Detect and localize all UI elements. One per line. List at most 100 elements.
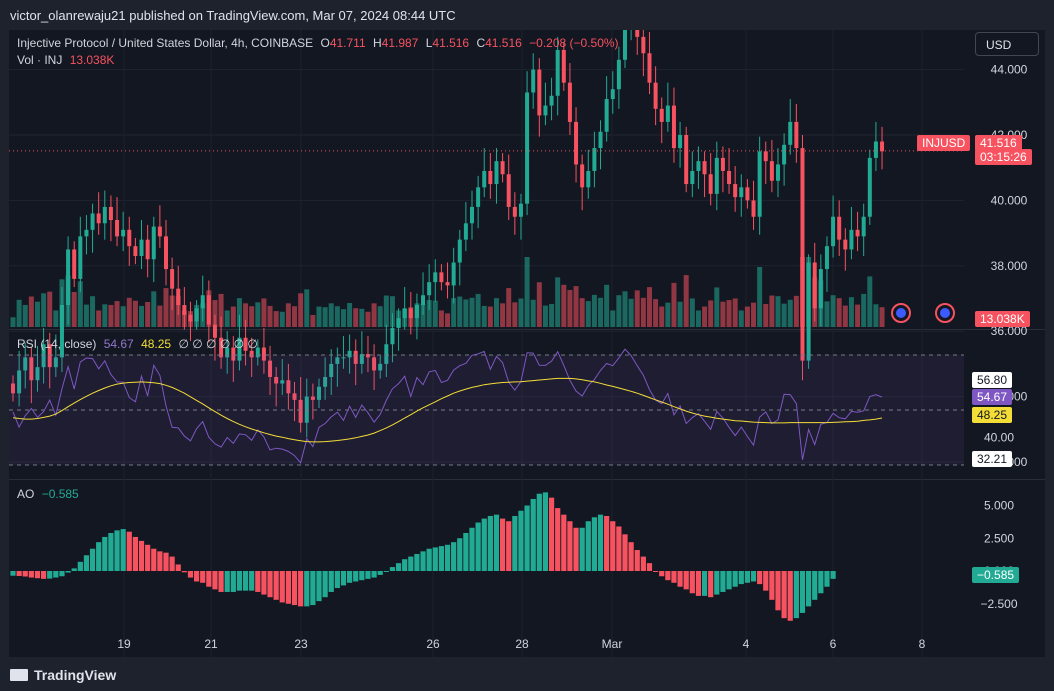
candle [751,200,756,217]
ao-bar [493,514,500,571]
volume-bar [732,298,738,327]
candle [727,170,732,185]
ao-bar [726,571,732,590]
candle [170,269,175,289]
volume-bar [65,275,71,327]
candle [500,161,505,175]
volume-bar [793,295,799,327]
candle [690,170,695,185]
candle [390,327,395,345]
candle [145,239,150,260]
tradingview-logo[interactable]: TradingView [10,667,116,683]
volume-bar [695,310,701,327]
ao-bar [475,522,481,571]
rsi-axis-label: 40.00 [984,431,1014,445]
ao-bar [524,505,530,571]
volume-bar [34,301,40,327]
candle [212,324,217,338]
ao-bar [377,571,383,575]
candle [427,282,432,296]
candle [574,121,579,165]
volume-bar [200,303,206,327]
candle [708,174,713,194]
chart-canvas[interactable]: 46.00044.00042.00040.00038.00036.00034.0… [9,30,1045,657]
candle [880,141,885,152]
volume-bar [151,291,157,327]
volume-bar [867,276,873,327]
candle [788,121,793,145]
symbol-name: Injective Protocol / United States Dolla… [17,36,314,50]
ao-bar [665,571,671,581]
ao-bar [573,527,579,571]
candle [776,164,780,181]
ao-bar [41,571,47,579]
ao-bar [781,571,787,619]
volume-bar [561,284,567,327]
time-axis-label: 23 [294,637,308,651]
candle [445,282,450,286]
candle [531,69,536,93]
volume-bar [187,311,193,327]
volume-bar [818,280,824,327]
candle [733,184,738,198]
volume-bar [579,298,585,327]
volume-bar [769,295,775,327]
volume-bar [420,303,426,327]
ao-bar [261,571,267,595]
price-axis-label: 36.000 [991,324,1028,338]
candle [372,357,377,371]
candle [365,354,370,358]
candle [745,187,750,201]
volume-bar [487,306,493,327]
ao-bar [653,571,659,572]
volume-bar [328,303,334,327]
volume-bar [402,308,408,327]
ao-bar [71,568,77,571]
ao-bar [830,571,836,579]
candle [384,344,389,364]
currency-button[interactable]: USD [975,32,1039,56]
ao-bar [701,571,708,596]
volume-bar [726,300,732,327]
volume-bar [665,302,671,327]
volume-bar [230,306,236,327]
volume-bar [71,291,77,327]
ao-bar [273,571,279,600]
ao-bar [628,542,634,571]
price-axis-label: 44.000 [991,63,1028,77]
ao-axis-label: 2.500 [984,531,1014,545]
rsi-legend: RSI (14, close) 54.67 48.25 ∅ ∅ ∅ ∅ ∅ ∅ [17,337,262,351]
candle [647,53,652,83]
volume-bar [836,298,842,327]
ao-bar [616,526,622,571]
volume-bar [830,295,836,327]
volume-bar [708,300,714,327]
volume-bar [175,296,181,327]
ao-bar [438,546,444,571]
ao-bar [799,571,806,613]
candle [463,223,468,240]
volume-bar [622,291,628,327]
ao-bar [169,556,175,571]
chart-area[interactable]: 46.00044.00042.00040.00038.00036.00034.0… [9,30,1045,657]
ao-bar [53,571,59,578]
volume-bar [10,317,16,327]
ao-bar [47,571,53,579]
footer: TradingView [0,657,1054,691]
last-price-tag: 41.516 [975,135,1022,151]
candle [353,350,358,364]
ao-bar [16,571,22,576]
ao-bar [787,571,793,621]
volume-bar [598,297,604,327]
candle [96,213,101,224]
candle [164,236,168,270]
volume-bar [169,295,175,327]
ao-bar [206,571,212,587]
ao-bar [126,531,132,571]
ao-bar [322,571,328,598]
volume-bar [316,306,322,327]
volume-bar [683,275,689,327]
candle [249,350,254,358]
ao-bar [812,571,818,600]
candle [115,220,120,237]
